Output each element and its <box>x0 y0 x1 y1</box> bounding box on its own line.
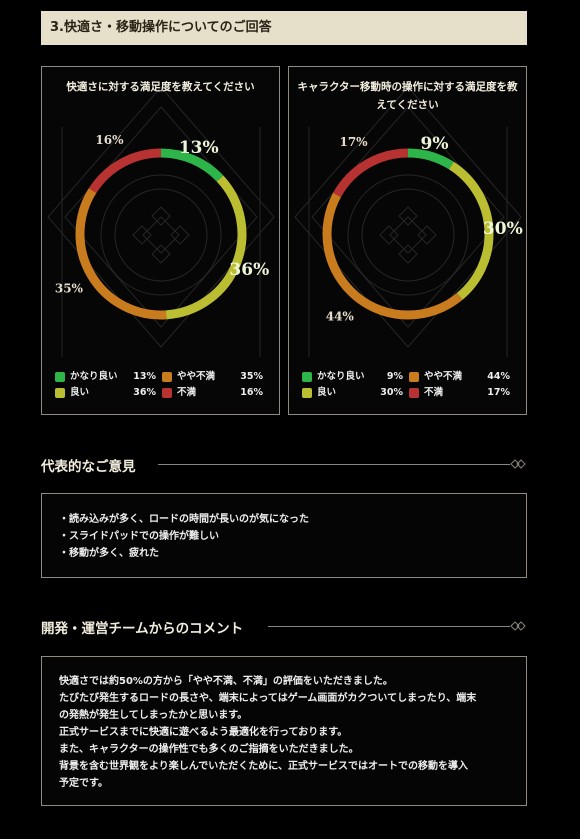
legend-value: 17% <box>487 387 510 398</box>
legend-label: 良い <box>70 387 90 398</box>
legend-label: やや不満 <box>177 371 216 382</box>
heading-rule <box>268 626 510 627</box>
comment-line: の発熱が発生してしまったかと思います。 <box>59 710 248 721</box>
donut-chart-comfort: 13% 36% 35% 16% <box>55 133 269 320</box>
donut-slice-1 <box>165 175 247 320</box>
section-title: 3.快適さ・移動操作についてのご回答 <box>50 20 272 35</box>
opinion-item: ・読み込みが多く、ロードの時間が長いのが気になった <box>59 514 309 525</box>
donut-slice-2 <box>322 192 463 320</box>
legend-value: 13% <box>133 371 156 382</box>
legend-value: 35% <box>240 371 263 382</box>
section-header: 3.快適さ・移動操作についてのご回答 <box>41 11 527 45</box>
legend-label: 不満 <box>177 387 197 398</box>
legend-swatch <box>55 372 65 382</box>
opinions-heading: 代表的なご意見 <box>41 459 136 475</box>
legend-value: 16% <box>240 387 263 398</box>
legend-item-1: 良い 30% <box>302 386 407 400</box>
legend-item-3: 不満 16% <box>162 386 267 400</box>
donut-slice-1 <box>448 161 494 300</box>
donut-chart-movement: 9% 30% 44% 17% <box>322 134 523 323</box>
legend-label: やや不満 <box>424 371 463 382</box>
comment-line: また、キャラクターの操作性でも多くのご指摘をいただきました。 <box>59 744 359 755</box>
slice-label-3: 17% <box>339 135 368 149</box>
opinions-box: ・読み込みが多く、ロードの時間が長いのが気になった ・スライドパッドでの操作が難… <box>41 493 527 578</box>
legend-label: かなり良い <box>70 371 118 382</box>
legend-label: かなり良い <box>317 371 365 382</box>
legend-swatch <box>162 388 172 398</box>
slice-label-1: 30% <box>483 219 523 239</box>
comment-line: 背景を含む世界観をより楽しんでいただくために、正式サービスではオートでの移動を導… <box>59 761 468 772</box>
chart-title: 快適さに対する満足度を教えてください <box>66 81 255 93</box>
slice-label-1: 36% <box>229 260 269 280</box>
slice-label-0: 13% <box>179 138 219 158</box>
donut-slice-3 <box>333 148 409 198</box>
legend-item-0: かなり良い 9% <box>302 370 407 384</box>
chart-title: キャラクター移動時の操作に対する満足度を教えてください <box>297 81 518 111</box>
slice-label-2: 44% <box>326 309 355 323</box>
diamond-ornament-icon <box>510 459 526 469</box>
legend-swatch <box>162 372 172 382</box>
chart-panel-comfort: 快適さに対する満足度を教えてください 13% 36% 35% 16% かなり良い 13%… <box>41 66 280 415</box>
legend-item-1: 良い 36% <box>55 386 160 400</box>
opinion-item: ・移動が多く、疲れた <box>59 548 159 559</box>
comments-box: 快適さでは約50%の方から「やや不満、不満」の評価をいただきました。 たびたび発… <box>41 656 527 806</box>
legend-swatch <box>302 388 312 398</box>
legend-swatch <box>409 372 419 382</box>
donut-slice-0 <box>407 148 454 170</box>
comments-heading: 開発・運営チームからのコメント <box>41 621 244 637</box>
legend-item-2: やや不満 44% <box>409 370 514 384</box>
legend-value: 36% <box>133 387 156 398</box>
slice-label-2: 35% <box>55 281 84 295</box>
legend-swatch <box>409 388 419 398</box>
legend-value: 44% <box>487 371 510 382</box>
legend-swatch <box>302 372 312 382</box>
legend-item-2: やや不満 35% <box>162 370 267 384</box>
chart-panel-movement: キャラクター移動時の操作に対する満足度を教えてください 9% 30% 44% 17% … <box>288 66 527 415</box>
slice-label-3: 16% <box>95 133 124 147</box>
legend-value: 30% <box>380 387 403 398</box>
comment-line: 正式サービスまでに快適に遊べるよう最適化を行っております。 <box>59 727 348 738</box>
legend-label: 不満 <box>424 387 444 398</box>
legend-label: 良い <box>317 387 337 398</box>
donut-slice-0 <box>160 148 224 182</box>
comment-line: たびたび発生するロードの長さや、端末によってはゲーム画面がカクついてしまったり、… <box>59 693 477 704</box>
donut-slice-2 <box>75 188 167 320</box>
heading-rule <box>158 464 510 465</box>
legend-value: 9% <box>386 371 403 382</box>
comment-line: 予定です。 <box>59 778 108 789</box>
legend-swatch <box>55 388 65 398</box>
opinion-item: ・スライドパッドでの操作が難しい <box>59 531 219 542</box>
diamond-ornament-icon <box>510 621 526 631</box>
legend-item-3: 不満 17% <box>409 386 514 400</box>
donut-slice-3 <box>88 148 162 194</box>
comment-line: 快適さでは約50%の方から「やや不満、不満」の評価をいただきました。 <box>59 676 393 687</box>
legend-item-0: かなり良い 13% <box>55 370 160 384</box>
slice-label-0: 9% <box>421 134 449 154</box>
